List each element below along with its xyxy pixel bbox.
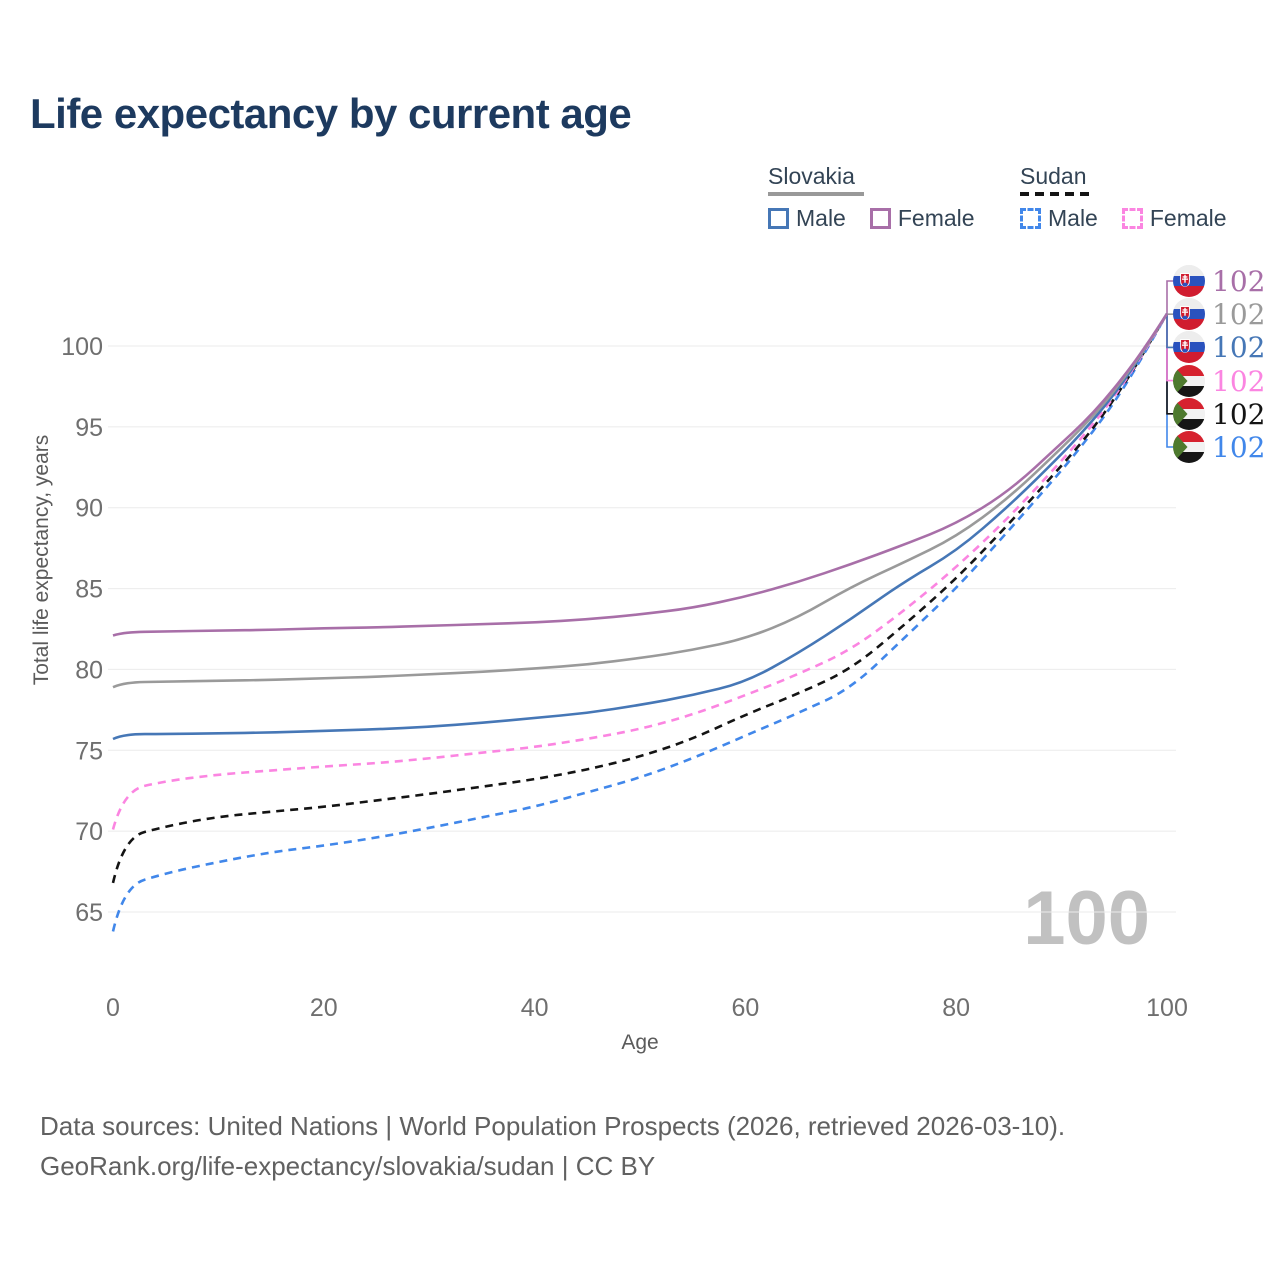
legend-item-label: Male (796, 205, 846, 231)
x-tick-label: 80 (942, 994, 970, 1022)
legend-item-label: Male (1048, 205, 1098, 231)
x-tick-label: 60 (731, 994, 759, 1022)
legend-group-label-sudan: Sudan (1020, 163, 1087, 189)
y-axis-title: Total life expectancy, years (30, 435, 53, 686)
y-tick-label: 90 (75, 495, 103, 523)
sudan-flag-icon (1173, 364, 1205, 397)
series-line-sudan-female (111, 313, 1169, 830)
x-tick-label: 100 (1146, 994, 1188, 1022)
footer-attribution-line: GeoRank.org/life-expectancy/slovakia/sud… (40, 1151, 656, 1181)
end-value-label-sudan-male: 102 (1212, 431, 1266, 464)
end-value-label-slovakia: 102 (1212, 298, 1266, 332)
footer: Data sources: United Nations | World Pop… (40, 1106, 1065, 1186)
x-tick-label: 40 (521, 994, 549, 1022)
series-line-slovakia-female (112, 312, 1169, 637)
sudan-male-swatch-icon (1020, 208, 1041, 229)
legend-group-slovakia: Slovakia Male Female (768, 163, 975, 232)
sudan-female-swatch-icon (1121, 208, 1143, 229)
legend-item-label: Female (897, 205, 975, 231)
slovakia-flag-icon (1173, 298, 1205, 331)
legend-underline-sudan (1020, 192, 1093, 196)
y-tick-label: 65 (75, 899, 103, 927)
footer-sources-line: Data sources: United Nations | World Pop… (40, 1111, 1066, 1141)
end-value-label-sudan-female: 102 (1212, 364, 1266, 398)
x-tick-label: 20 (310, 994, 338, 1022)
series-line-sudan (111, 313, 1169, 884)
end-label-leader-sudan (1166, 313, 1173, 415)
x-tick-label: 0 (106, 994, 120, 1022)
series-line-slovakia (112, 313, 1169, 689)
legend-group-label-slovakia: Slovakia (768, 163, 855, 189)
y-tick-label: 85 (75, 576, 103, 604)
y-tick-label: 95 (75, 414, 103, 442)
end-value-label-slovakia-male: 102 (1212, 331, 1266, 365)
slovakia-male-swatch-icon (768, 208, 789, 229)
legend-item-sudan-female[interactable]: Female (1121, 205, 1227, 232)
page-title: Life expectancy by current age (30, 90, 632, 137)
slovakia-flag-icon (1173, 331, 1205, 364)
sudan-flag-icon (1173, 397, 1205, 430)
slovakia-female-swatch-icon (869, 208, 891, 229)
sudan-flag-icon (1173, 431, 1205, 463)
slovakia-flag-icon (1173, 265, 1205, 297)
end-label-leader-slovakia-male (1166, 313, 1173, 349)
series-line-sudan-male (111, 313, 1169, 932)
y-tick-label: 80 (75, 656, 103, 684)
legend-item-slovakia-female[interactable]: Female (869, 205, 975, 232)
legend-item-label: Female (1149, 205, 1227, 231)
end-value-label-slovakia-female: 102 (1212, 265, 1266, 298)
legend-group-sudan: Sudan Male Female (1020, 163, 1227, 232)
end-value-label-sudan: 102 (1212, 397, 1266, 431)
x-axis-title: Age (621, 1031, 658, 1054)
legend-underline-slovakia (768, 192, 864, 196)
legend-item-slovakia-male[interactable]: Male (768, 205, 846, 232)
end-label-leader-slovakia-female (1166, 280, 1173, 314)
y-tick-label: 70 (75, 818, 103, 846)
y-tick-label: 100 (61, 333, 103, 361)
y-tick-label: 75 (75, 737, 103, 765)
age-watermark: 100 (1023, 876, 1150, 961)
legend-item-sudan-male[interactable]: Male (1020, 205, 1098, 232)
series-line-slovakia-male (112, 313, 1169, 741)
